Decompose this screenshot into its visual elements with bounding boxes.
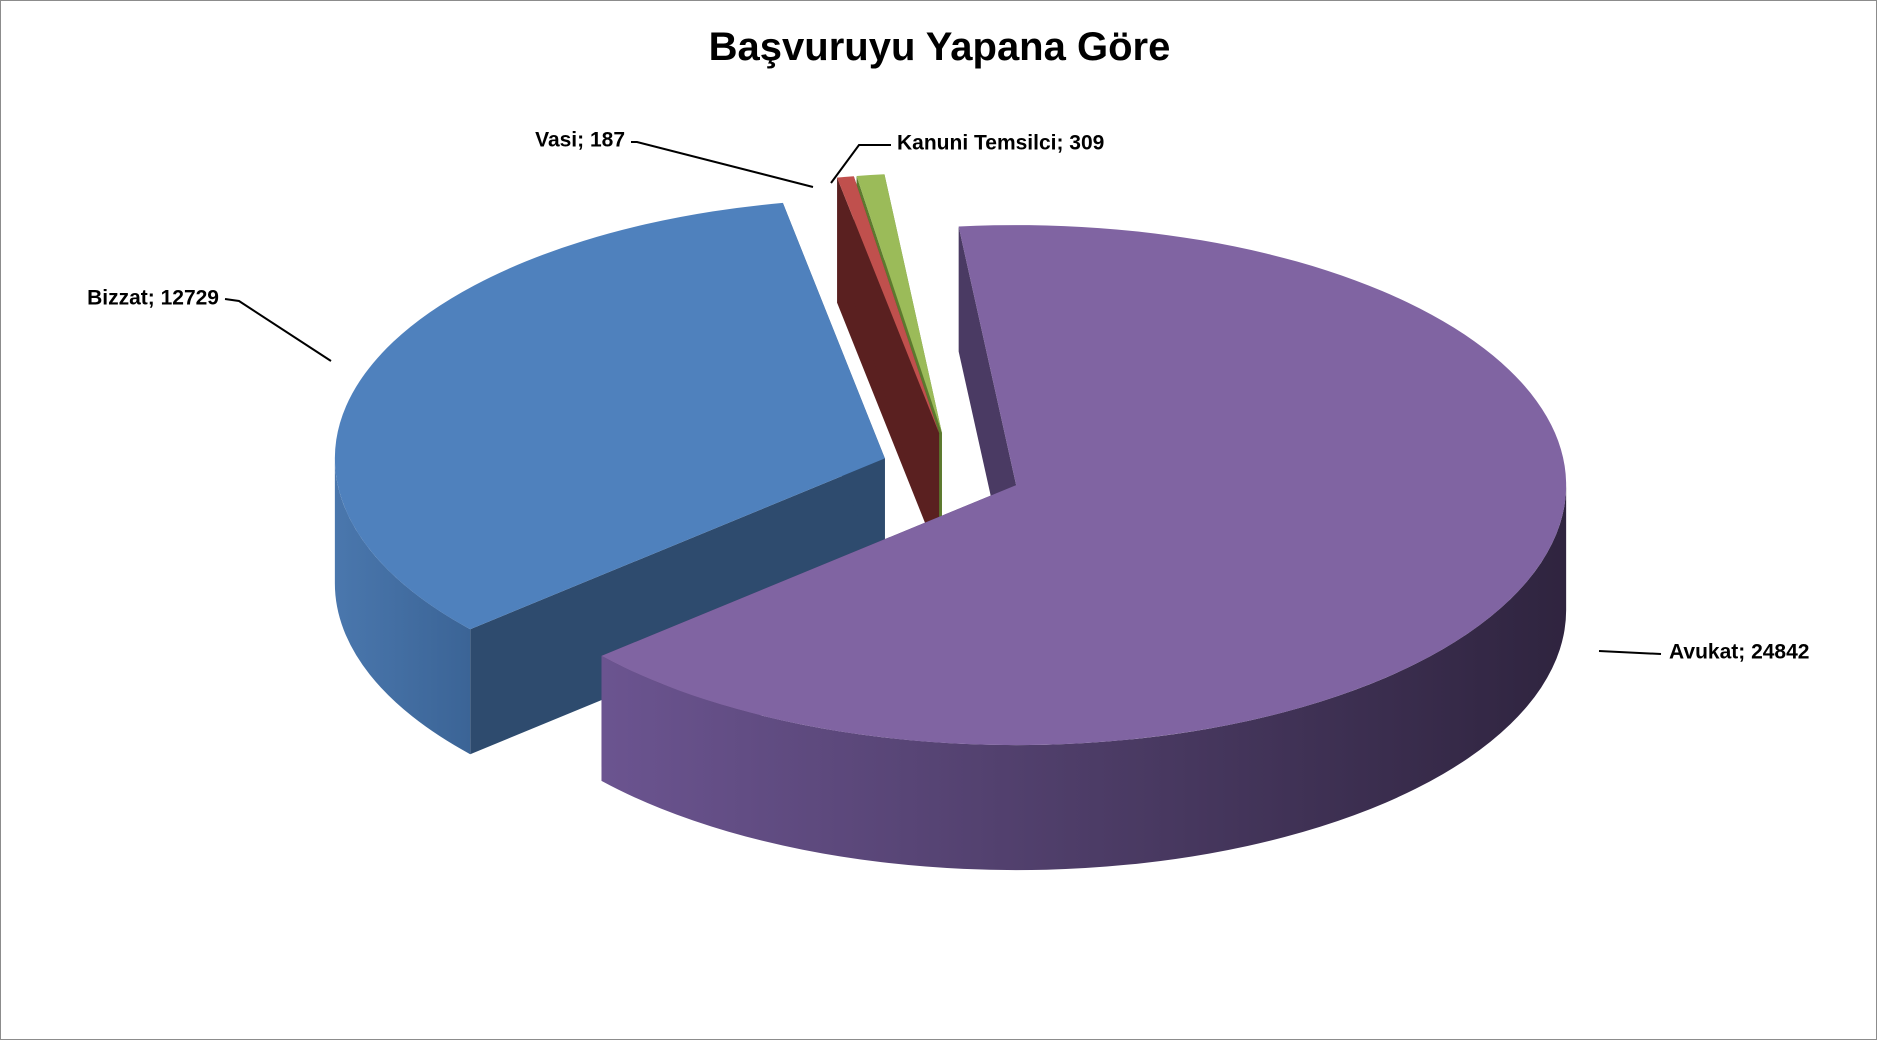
pie-slices <box>334 174 1567 871</box>
data-label-bizzat: Bizzat; 12729 <box>87 287 219 310</box>
pie-data-labels: Avukat; 24842 Bizzat; 12729 Vasi; 187 Kanun… <box>87 129 1809 664</box>
data-label-avukat: Avukat; 24842 <box>1669 641 1809 664</box>
slice-top-vasi <box>837 176 940 434</box>
chart-title: Başvuruyu Yapana Göre <box>708 25 1171 69</box>
leader-line-bizzat <box>224 298 332 362</box>
leader-line-kanuni-temsilci <box>830 144 891 184</box>
slice-top-avukat <box>601 225 1567 746</box>
slice-avukat <box>601 225 1567 871</box>
slice-top-kanuni-temsilci <box>856 174 942 433</box>
data-label-vasi: Vasi; 187 <box>535 129 625 152</box>
leader-line-vasi <box>631 141 814 188</box>
slice-wall-bizzat-0 <box>470 458 885 755</box>
slice-bizzat <box>334 202 885 755</box>
leader-line-avukat <box>1598 650 1662 655</box>
slice-top-bizzat <box>334 202 885 630</box>
data-label-kanuni-temsilci: Kanuni Temsilci; 309 <box>897 132 1104 155</box>
slice-side-bizzat-0 <box>334 458 471 755</box>
slice-vasi <box>837 176 940 559</box>
slice-side-avukat-0 <box>601 485 1567 871</box>
